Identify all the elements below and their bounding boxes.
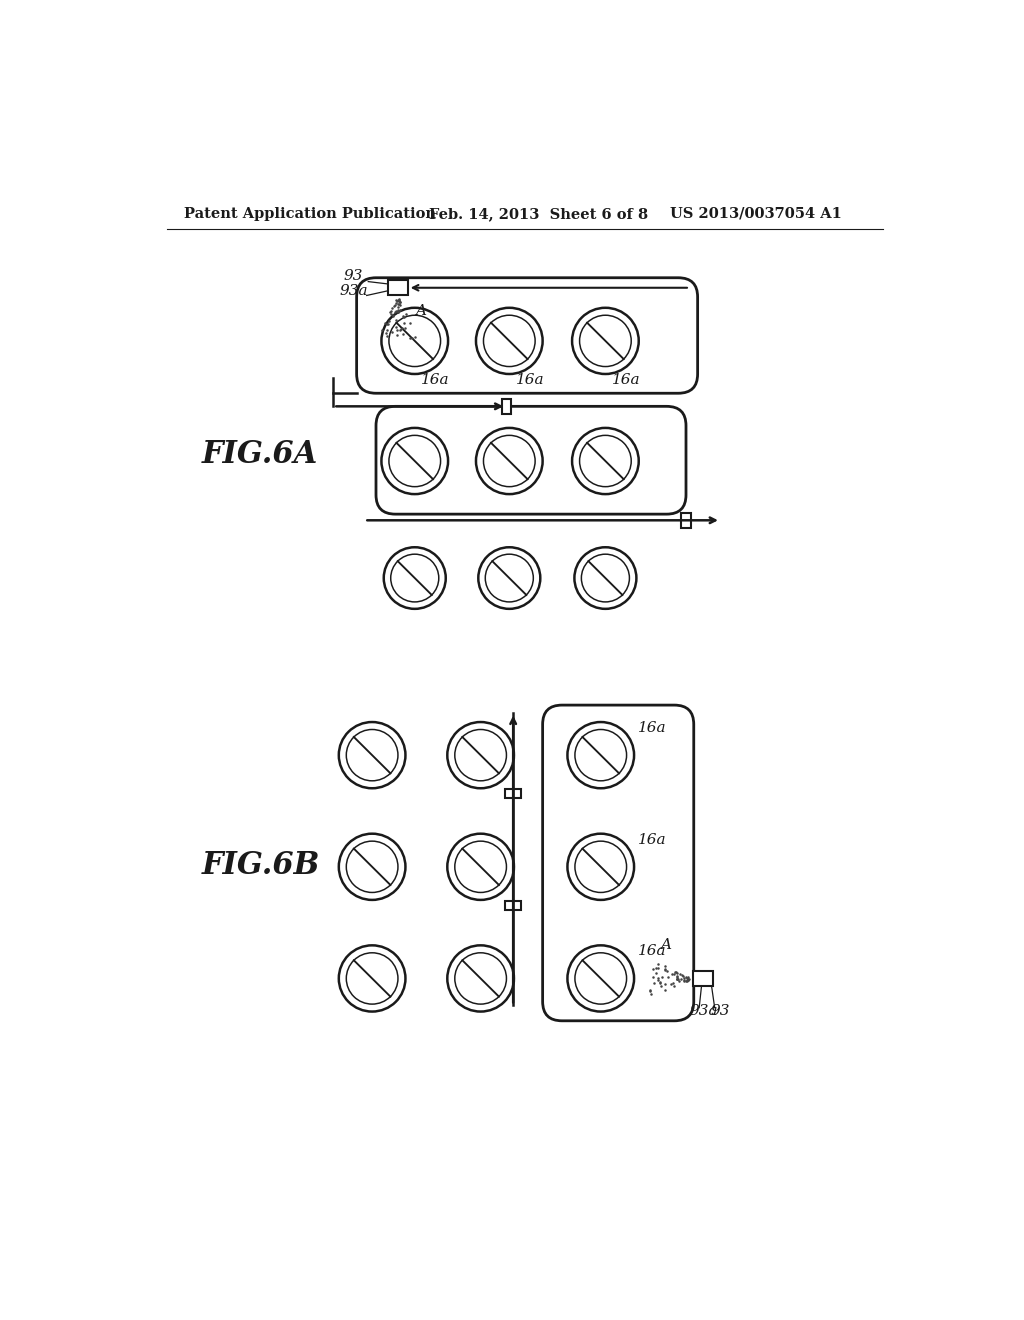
Bar: [693, 970, 713, 986]
Text: FIG.6B: FIG.6B: [202, 850, 319, 882]
Text: 16a: 16a: [638, 721, 667, 735]
Text: 93a: 93a: [340, 285, 369, 298]
Text: 16a: 16a: [638, 944, 667, 958]
Text: 93: 93: [343, 269, 362, 282]
Text: 16a: 16a: [421, 374, 450, 387]
Text: 16a: 16a: [638, 833, 667, 846]
Text: A: A: [415, 304, 426, 318]
Bar: [506, 900, 521, 909]
Text: 93a: 93a: [689, 1005, 718, 1019]
Bar: [502, 399, 511, 414]
Text: 93: 93: [711, 1005, 730, 1019]
Text: US 2013/0037054 A1: US 2013/0037054 A1: [671, 207, 843, 220]
Bar: [388, 280, 408, 296]
Text: 16a: 16a: [611, 374, 640, 387]
Text: 16a: 16a: [515, 374, 544, 387]
Bar: [506, 789, 521, 799]
Bar: [681, 512, 690, 528]
Text: Feb. 14, 2013  Sheet 6 of 8: Feb. 14, 2013 Sheet 6 of 8: [429, 207, 648, 220]
Text: FIG.6A: FIG.6A: [202, 438, 317, 470]
Text: A: A: [660, 939, 672, 952]
Text: Patent Application Publication: Patent Application Publication: [183, 207, 436, 220]
